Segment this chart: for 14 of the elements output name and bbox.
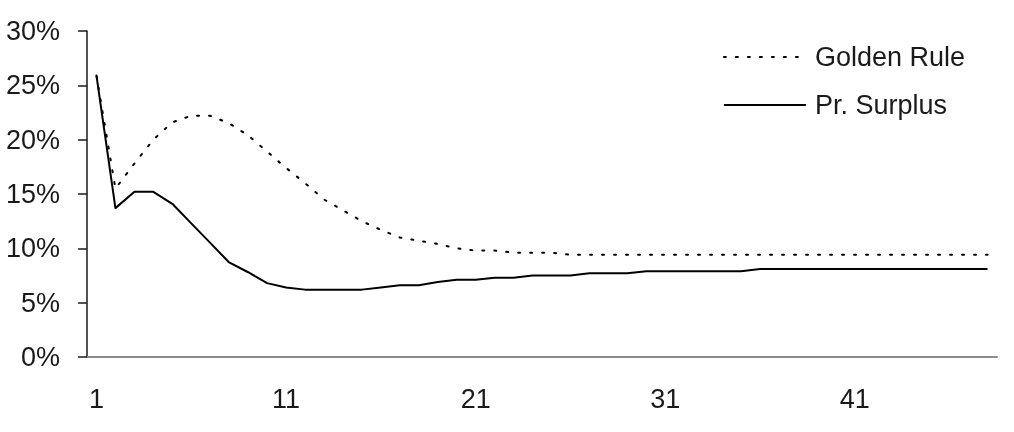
x-tick-label: 21	[460, 383, 491, 414]
x-tick-label: 41	[839, 383, 870, 414]
x-tick-label: 1	[88, 383, 104, 414]
y-tick-label: 5%	[20, 287, 60, 318]
y-tick-label: 30%	[5, 16, 60, 46]
legend-label: Pr. Surplus	[814, 90, 947, 120]
x-tick-label: 11	[272, 383, 301, 414]
y-tick-label: 10%	[5, 233, 60, 264]
y-tick-label: 20%	[5, 124, 60, 155]
legend-label: Golden Rule	[814, 42, 966, 72]
y-tick-label: 15%	[5, 179, 60, 209]
y-tick-label: 25%	[5, 70, 60, 101]
y-tick-label: 0%	[20, 342, 60, 372]
x-tick-label: 31	[650, 383, 681, 414]
